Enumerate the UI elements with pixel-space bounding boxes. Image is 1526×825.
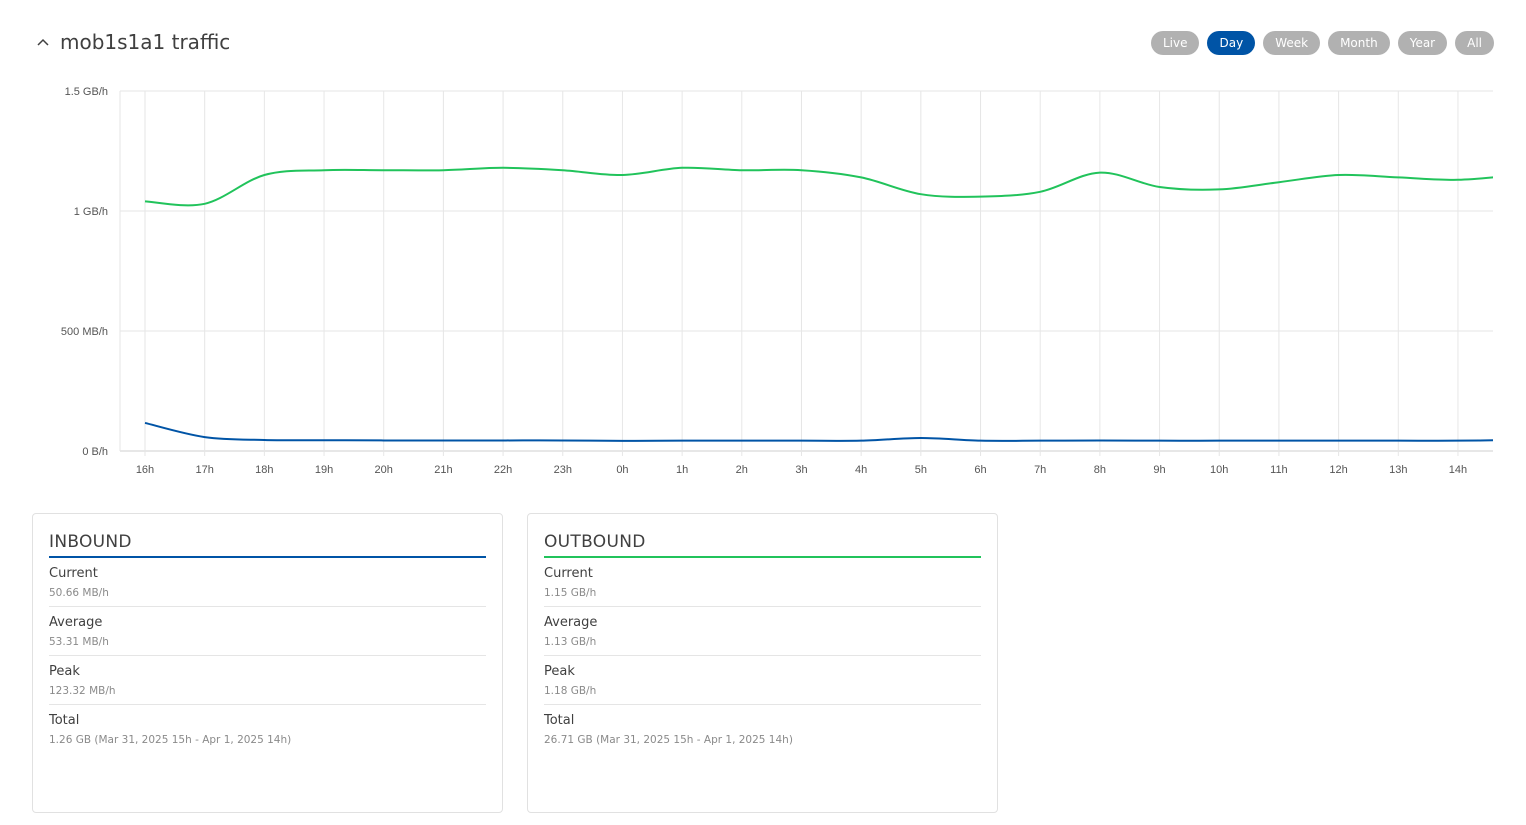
x-tick-label: 3h bbox=[795, 464, 807, 476]
stat-label: Peak bbox=[544, 664, 575, 679]
stat-value: 1.13 GB/h bbox=[544, 636, 597, 648]
stat-value: 26.71 GB (Mar 31, 2025 15h - Apr 1, 2025… bbox=[544, 734, 793, 746]
stat-label: Total bbox=[544, 713, 575, 728]
x-tick-label: 21h bbox=[434, 464, 452, 476]
range-button-week[interactable]: Week bbox=[1263, 31, 1321, 55]
stat-value: 1.18 GB/h bbox=[544, 685, 597, 697]
outbound-total: Total 26.71 GB (Mar 31, 2025 15h - Apr 1,… bbox=[544, 705, 981, 753]
range-button-year[interactable]: Year bbox=[1397, 31, 1448, 55]
x-tick-label: 17h bbox=[196, 464, 214, 476]
range-button-day[interactable]: Day bbox=[1207, 31, 1256, 55]
x-tick-label: 6h bbox=[974, 464, 986, 476]
x-tick-label: 14h bbox=[1449, 464, 1467, 476]
y-tick-label: 1.5 GB/h bbox=[65, 86, 108, 98]
panel-header[interactable]: mob1s1a1 traffic bbox=[36, 30, 230, 54]
outbound-average: Average 1.13 GB/h bbox=[544, 607, 981, 656]
stat-label: Average bbox=[49, 615, 103, 630]
x-tick-label: 13h bbox=[1389, 464, 1407, 476]
x-tick-label: 23h bbox=[554, 464, 572, 476]
x-tick-label: 18h bbox=[255, 464, 273, 476]
outbound-title: OUTBOUND bbox=[544, 532, 981, 558]
stat-label: Average bbox=[544, 615, 598, 630]
range-button-month[interactable]: Month bbox=[1328, 31, 1390, 55]
stat-value: 50.66 MB/h bbox=[49, 587, 109, 599]
inbound-peak: Peak 123.32 MB/h bbox=[49, 656, 486, 705]
x-tick-label: 5h bbox=[915, 464, 927, 476]
outbound-card: OUTBOUND Current 1.15 GB/h Average 1.13 GB… bbox=[527, 513, 998, 813]
stat-value: 53.31 MB/h bbox=[49, 636, 109, 648]
range-button-all[interactable]: All bbox=[1455, 31, 1494, 55]
inbound-total: Total 1.26 GB (Mar 31, 2025 15h - Apr 1, … bbox=[49, 705, 486, 753]
panel-title: mob1s1a1 traffic bbox=[60, 30, 231, 54]
inbound-current: Current 50.66 MB/h bbox=[49, 558, 486, 607]
x-tick-label: 12h bbox=[1329, 464, 1347, 476]
x-tick-label: 11h bbox=[1270, 464, 1288, 476]
stat-label: Total bbox=[49, 713, 80, 728]
x-tick-label: 4h bbox=[855, 464, 867, 476]
range-button-live[interactable]: Live bbox=[1150, 31, 1200, 55]
x-tick-label: 9h bbox=[1153, 464, 1165, 476]
inbound-title: INBOUND bbox=[49, 532, 486, 558]
stat-label: Current bbox=[49, 566, 98, 581]
inbound-series-line bbox=[144, 421, 1493, 442]
x-tick-label: 10h bbox=[1210, 464, 1228, 476]
x-tick-label: 16h bbox=[136, 464, 154, 476]
stat-value: 123.32 MB/h bbox=[49, 685, 116, 697]
x-tick-label: 22h bbox=[494, 464, 512, 476]
x-tick-label: 19h bbox=[315, 464, 333, 476]
x-tick-label: 1h bbox=[676, 464, 688, 476]
traffic-chart: 0 B/h 500 MB/h 1 GB/h 1.5 GB/h 16h 17h 18h 19h 2… bbox=[61, 86, 1493, 476]
outbound-peak: Peak 1.18 GB/h bbox=[544, 656, 981, 705]
x-tick-label: 8h bbox=[1094, 464, 1106, 476]
outbound-current: Current 1.15 GB/h bbox=[544, 558, 981, 607]
x-tick-label: 7h bbox=[1034, 464, 1046, 476]
x-tick-label: 0h bbox=[616, 464, 628, 476]
x-tick-label: 20h bbox=[375, 464, 393, 476]
stat-value: 1.15 GB/h bbox=[544, 587, 597, 599]
y-tick-label: 0 B/h bbox=[82, 446, 108, 458]
inbound-card: INBOUND Current 50.66 MB/h Average 53.31 M… bbox=[32, 513, 503, 813]
chevron-up-icon[interactable] bbox=[36, 35, 50, 49]
outbound-series-line bbox=[144, 166, 1493, 207]
stat-label: Peak bbox=[49, 664, 80, 679]
range-selector: Live Day Week Month Year All bbox=[1150, 31, 1494, 55]
y-tick-label: 500 MB/h bbox=[61, 326, 108, 338]
stat-label: Current bbox=[544, 566, 593, 581]
inbound-average: Average 53.31 MB/h bbox=[49, 607, 486, 656]
x-tick-label: 2h bbox=[736, 464, 748, 476]
stat-value: 1.26 GB (Mar 31, 2025 15h - Apr 1, 2025 … bbox=[49, 734, 292, 746]
y-tick-label: 1 GB/h bbox=[74, 206, 108, 218]
